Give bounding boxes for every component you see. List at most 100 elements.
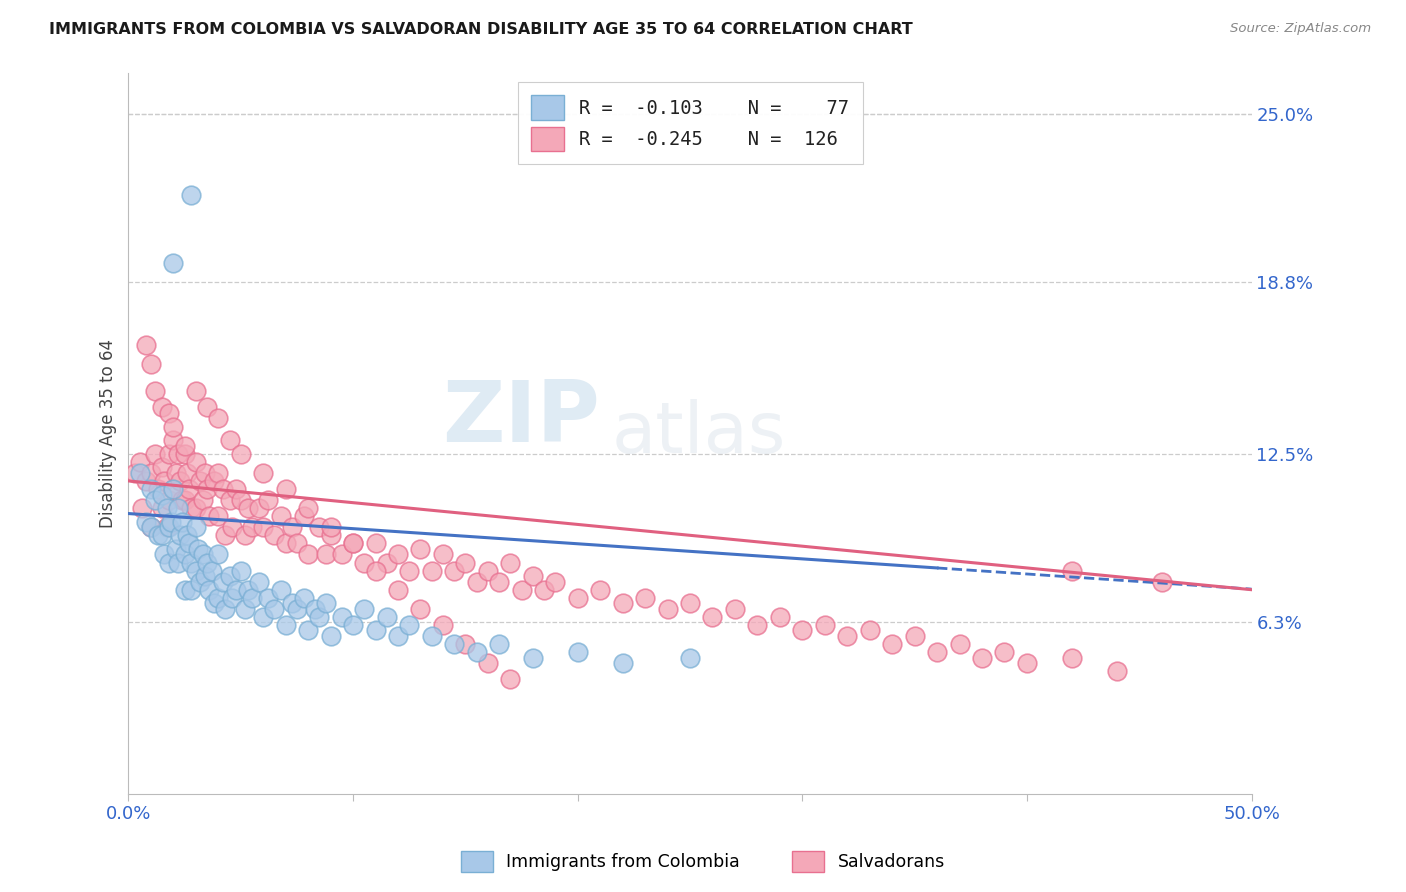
Point: [162, 482, 184, 496]
Point: [247, 574, 270, 589]
Point: [297, 547, 319, 561]
Point: [214, 601, 236, 615]
Point: [172, 492, 194, 507]
Point: [882, 637, 904, 651]
Point: [160, 515, 183, 529]
Point: [1060, 564, 1083, 578]
Point: [211, 574, 233, 589]
Point: [184, 564, 207, 578]
Point: [522, 650, 544, 665]
Point: [195, 556, 218, 570]
Text: atlas: atlas: [612, 399, 786, 467]
Point: [139, 520, 162, 534]
Point: [319, 629, 342, 643]
Point: [270, 509, 292, 524]
Point: [207, 411, 229, 425]
Point: [465, 574, 488, 589]
Point: [281, 520, 304, 534]
Point: [191, 492, 214, 507]
Point: [180, 582, 202, 597]
Point: [229, 564, 252, 578]
Point: [194, 466, 217, 480]
Point: [256, 492, 278, 507]
Point: [432, 618, 454, 632]
Point: [420, 564, 443, 578]
Point: [150, 460, 173, 475]
Point: [612, 596, 634, 610]
Point: [167, 447, 190, 461]
Point: [198, 509, 221, 524]
Point: [477, 656, 499, 670]
Point: [612, 656, 634, 670]
Point: [198, 582, 221, 597]
Point: [214, 528, 236, 542]
Point: [252, 610, 274, 624]
Point: [398, 564, 420, 578]
Point: [465, 645, 488, 659]
Point: [195, 401, 218, 415]
Point: [221, 591, 243, 605]
Point: [702, 610, 724, 624]
Point: [304, 601, 326, 615]
Point: [202, 474, 225, 488]
Point: [837, 629, 859, 643]
Point: [252, 520, 274, 534]
Point: [173, 439, 195, 453]
Point: [139, 466, 162, 480]
Point: [233, 601, 256, 615]
Point: [297, 501, 319, 516]
Point: [387, 582, 409, 597]
Y-axis label: Disability Age 35 to 64: Disability Age 35 to 64: [100, 339, 117, 528]
Point: [179, 536, 201, 550]
Point: [221, 520, 243, 534]
Point: [229, 447, 252, 461]
Point: [150, 528, 173, 542]
Point: [409, 601, 432, 615]
Point: [135, 474, 157, 488]
Point: [387, 629, 409, 643]
Point: [792, 624, 814, 638]
Point: [236, 501, 259, 516]
Point: [145, 384, 167, 399]
Point: [270, 582, 292, 597]
Point: [150, 501, 173, 516]
Point: [364, 564, 387, 578]
Point: [420, 629, 443, 643]
Point: [157, 406, 180, 420]
Point: [169, 528, 191, 542]
Point: [172, 515, 194, 529]
Point: [488, 637, 510, 651]
Legend: R =  -0.103    N =    77, R =  -0.245    N =  126: R = -0.103 N = 77, R = -0.245 N = 126: [517, 82, 862, 164]
Point: [387, 547, 409, 561]
Point: [173, 492, 195, 507]
Point: [679, 596, 702, 610]
Point: [135, 515, 157, 529]
Point: [156, 520, 179, 534]
Point: [146, 482, 169, 496]
Point: [274, 536, 297, 550]
Point: [188, 574, 211, 589]
Point: [274, 618, 297, 632]
Point: [454, 556, 477, 570]
Point: [187, 541, 209, 556]
Point: [292, 591, 315, 605]
Point: [156, 501, 179, 516]
Point: [173, 547, 195, 561]
Point: [179, 482, 201, 496]
Point: [859, 624, 882, 638]
Point: [353, 556, 375, 570]
Point: [443, 637, 465, 651]
Point: [165, 466, 187, 480]
Point: [229, 492, 252, 507]
Point: [194, 569, 217, 583]
Point: [364, 536, 387, 550]
Point: [342, 618, 364, 632]
Point: [522, 569, 544, 583]
Point: [157, 492, 180, 507]
Point: [191, 547, 214, 561]
Point: [263, 601, 285, 615]
Point: [925, 645, 948, 659]
Point: [176, 466, 198, 480]
Point: [342, 536, 364, 550]
Point: [375, 556, 398, 570]
